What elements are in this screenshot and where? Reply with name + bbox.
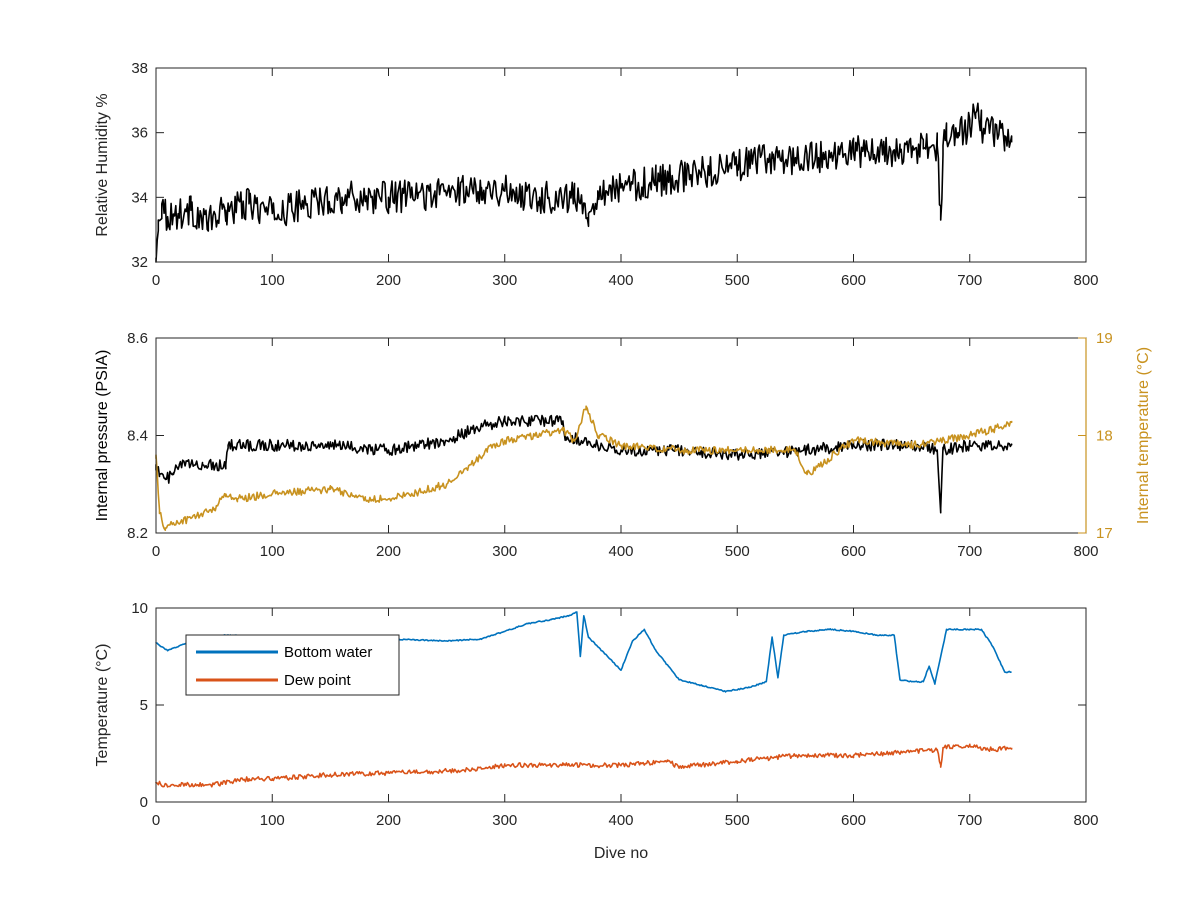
panel-1-xtick-label: 500 — [725, 272, 750, 289]
panel-3-xtick-label: 800 — [1073, 812, 1098, 829]
panel-1: 0 100 200 300 400 500 600 700 800 32 34 36 38 Relativ… — [94, 60, 1099, 289]
panel-3-xtick-label: 700 — [957, 812, 982, 829]
panel-2-y2-axis-label: Internal temperature (°C) — [1135, 347, 1152, 524]
panel-3-xtick-label: 500 — [725, 812, 750, 829]
panel-2-y-axis-label: Internal pressure (PSIA) — [94, 350, 111, 522]
panel-2-xtick-label: 700 — [957, 543, 982, 560]
panel-3-xtick-label: 100 — [260, 812, 285, 829]
panel-3-xtick-label: 600 — [841, 812, 866, 829]
panel-1-xtick-label: 800 — [1073, 272, 1098, 289]
panel-1-xtick-label: 100 — [260, 272, 285, 289]
panel-2-series-1-line — [155, 414, 1013, 514]
panel-2-ytick-label: 8.6 — [127, 330, 148, 347]
panel-2-xtick-label: 300 — [492, 543, 517, 560]
panel-1-xtick-label: 200 — [376, 272, 401, 289]
panel-3: 0 100 200 300 400 500 600 700 800 0 5 10 Temperature… — [94, 600, 1099, 862]
panel-2-xtick-label: 500 — [725, 543, 750, 560]
panel-2-xtick-label: 200 — [376, 543, 401, 560]
panel-2-axes-box — [155, 337, 1087, 534]
panel-1-ytick-label: 38 — [131, 60, 148, 77]
panel-2: 0 100 200 300 400 500 600 700 800 8.2 8.4 8.6 17 18 19… — [94, 330, 1152, 560]
legend-label-bottom-water: Bottom water — [284, 644, 372, 661]
panel-1-xtick-label: 300 — [492, 272, 517, 289]
panel-1-y-axis-label: Relative Humidity % — [94, 93, 111, 236]
panel-1-ytick-label: 36 — [131, 125, 148, 142]
panel-3-xtick-label: 200 — [376, 812, 401, 829]
panel-3-ytick-label: 0 — [140, 794, 148, 811]
panel-2-xtick-label: 400 — [608, 543, 633, 560]
legend-label-dew-point: Dew point — [284, 672, 352, 689]
panel-3-xtick-label: 400 — [608, 812, 633, 829]
panel-2-ytick-label: 8.2 — [127, 525, 148, 542]
panel-1-xtick-label: 400 — [608, 272, 633, 289]
panel-2-y2tick-label: 18 — [1096, 428, 1113, 445]
panel-1-xtick-label: 700 — [957, 272, 982, 289]
panel-1-xtick-label: 0 — [152, 272, 160, 289]
panel-2-ytick-label: 8.4 — [127, 428, 148, 445]
panel-2-xtick-label: 800 — [1073, 543, 1098, 560]
panel-1-xtick-label: 600 — [841, 272, 866, 289]
panel-2-series-2-line — [155, 405, 1013, 531]
panel-1-series-1-line — [155, 102, 1013, 263]
panel-3-ytick-label: 10 — [131, 600, 148, 617]
panel-3-series-dew-point-line — [155, 743, 1013, 788]
panel-3-x-axis-label: Dive no — [594, 845, 648, 862]
panel-3-xtick-label: 0 — [152, 812, 160, 829]
panel-1-ytick-label: 34 — [131, 189, 148, 206]
panel-2-y2tick-label: 17 — [1096, 525, 1113, 542]
legend-box — [185, 634, 400, 696]
panel-1-ytick-label: 32 — [131, 254, 148, 271]
panel-2-y2tick-label: 19 — [1096, 330, 1113, 347]
panel-2-xtick-label: 600 — [841, 543, 866, 560]
panel-3-xtick-label: 300 — [492, 812, 517, 829]
panel-3-y-axis-label: Temperature (°C) — [94, 644, 111, 767]
panel-2-xtick-label: 0 — [152, 543, 160, 560]
panel-1-axes-box — [155, 67, 1087, 263]
panels-layer: 0 100 200 300 400 500 600 700 80032343638Relativ… — [94, 60, 1152, 862]
legend: Bottom water Dew point — [185, 634, 400, 696]
panel-3-ytick-label: 5 — [140, 697, 148, 714]
panel-2-xtick-label: 100 — [260, 543, 285, 560]
